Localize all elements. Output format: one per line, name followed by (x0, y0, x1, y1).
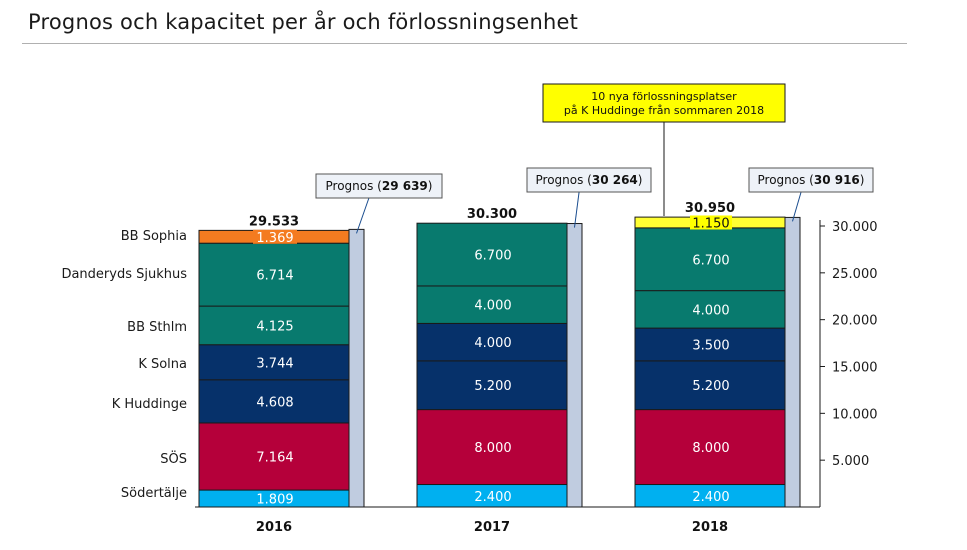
segment-label-k-huddinge-2018: 5.200 (692, 379, 729, 394)
bar-segment-k-huddinge-2018 (634, 360, 786, 411)
segment-label-sodertalje-2017: 2.400 (474, 490, 511, 505)
bar-segment-danderyds-sjukhus-2017 (416, 222, 568, 287)
annotation-line-1: 10 nya förlossningsplatser (591, 90, 737, 103)
segment-label-danderyds-sjukhus-2016: 6.714 (256, 269, 293, 284)
title-divider (22, 43, 907, 44)
forecast-callout-2017: Prognos (30 264) (536, 173, 643, 187)
segment-label-sodertalje-2016: 1.809 (256, 493, 293, 508)
forecast-bar-2017 (566, 223, 583, 508)
page-title: Prognos och kapacitet per år och förloss… (28, 10, 579, 34)
bar-segment-sos-2017 (416, 409, 568, 486)
forecast-callout-2016: Prognos (29 639) (326, 179, 433, 193)
segment-label-k-solna-2017: 4.000 (474, 336, 511, 351)
bar-segment-k-solna-2018 (634, 327, 786, 362)
forecast-callout-2018: Prognos (30 916) (758, 173, 865, 187)
segment-label-danderyds-sjukhus-2018: 6.700 (692, 253, 729, 268)
y-tick-label-10000: 10.000 (832, 407, 878, 422)
total-label-2018: 30.950 (685, 201, 735, 216)
segment-label-k-solna-2018: 3.500 (692, 338, 729, 353)
x-tick-label-2016: 2016 (256, 520, 292, 535)
y-tick-label-20000: 20.000 (832, 314, 878, 329)
segment-label-sos-2016: 7.164 (256, 451, 293, 466)
forecast-callout-box-2018 (748, 167, 874, 193)
bar-segment-k-huddinge-2016 (198, 379, 350, 424)
segment-label-k-huddinge-2016: 4.608 (256, 395, 293, 410)
bar-segment-danderyds-sjukhus-2016 (198, 242, 350, 307)
row-label-k-huddinge: K Huddinge (112, 397, 187, 412)
forecast-bar-2018 (784, 216, 801, 508)
segment-label-danderyds-sjukhus-2017: 6.700 (474, 249, 511, 264)
row-label-bb-sophia: BB Sophia (121, 229, 187, 244)
forecast-leader-2018 (792, 191, 802, 222)
bar-segment-sos-2018 (634, 409, 786, 486)
x-tick-label-2018: 2018 (692, 520, 728, 535)
bar-segment-bb-sthlm-2017 (416, 285, 568, 324)
segment-label-k-huddinge-2017: 5.200 (474, 379, 511, 394)
y-tick-label-30000: 30.000 (832, 220, 878, 235)
total-label-2016: 29.533 (249, 214, 299, 229)
row-label-sos: SÖS (160, 450, 187, 467)
segment-label-bb-sophia-2016: 1.369 (256, 231, 293, 246)
bar-segment-k-solna-2017 (416, 322, 568, 362)
x-tick-label-2017: 2017 (474, 520, 510, 535)
segment-label-bb-sthlm-2016: 4.125 (256, 319, 293, 334)
bar-segment-k-solna-2016 (198, 344, 350, 381)
forecast-leader-2017 (574, 191, 580, 228)
row-label-k-solna: K Solna (138, 357, 187, 372)
segment-label-bb-sthlm-2018: 4.000 (692, 303, 729, 318)
forecast-bar-2016 (348, 228, 365, 508)
segment-label-bg-2016 (253, 229, 297, 244)
forecast-callout-box-2017 (526, 167, 652, 193)
total-label-2017: 30.300 (467, 207, 517, 222)
segment-label-sodertalje-2018: 2.400 (692, 490, 729, 505)
segment-label-bb-sthlm-2017: 4.000 (474, 299, 511, 314)
forecast-callout-box-2016 (315, 173, 443, 199)
row-label-bb-sthlm: BB Sthlm (127, 320, 187, 335)
segment-label-sos-2018: 8.000 (692, 441, 729, 456)
bar-segment-bb-sthlm-2016 (198, 305, 350, 346)
bar-segment-k-huddinge-2017 (416, 360, 568, 411)
y-tick-label-15000: 15.000 (832, 361, 878, 376)
bar-segment-bb-sthlm-2018 (634, 290, 786, 329)
segment-label-k-solna-2016: 3.744 (256, 356, 293, 371)
row-label-danderyds-sjukhus: Danderyds Sjukhus (61, 267, 187, 282)
segment-label-10-nya-forlossningsplatser-2018: 1.150 (692, 216, 729, 231)
segment-label-sos-2017: 8.000 (474, 441, 511, 456)
y-tick-label-25000: 25.000 (832, 267, 878, 282)
segment-label-bg-2018 (690, 215, 732, 230)
annotation-line-2: på K Huddinge från sommaren 2018 (564, 104, 764, 117)
annotation-box (542, 83, 786, 123)
row-label-sodertalje: Södertälje (121, 486, 187, 501)
bar-segment-danderyds-sjukhus-2018 (634, 227, 786, 292)
y-tick-label-5000: 5.000 (832, 454, 869, 469)
forecast-leader-2016 (356, 197, 370, 234)
